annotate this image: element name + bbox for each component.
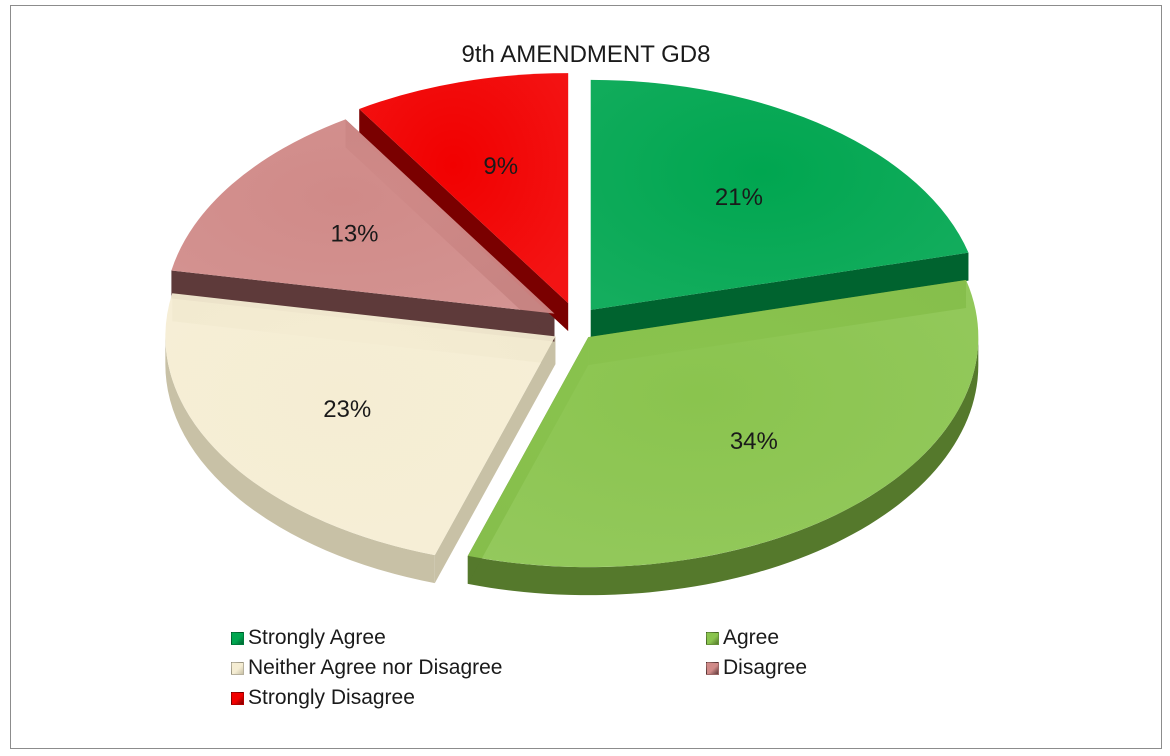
data-label-neither-agree-nor-disagree: 23% — [323, 396, 371, 423]
data-label-strongly-agree: 21% — [715, 184, 763, 211]
slice-wall-disagree-0 — [171, 270, 555, 342]
legend-item-disagree: Disagree — [706, 656, 807, 680]
chart-frame: 9th AMENDMENT GD8 21% 34% 23% 13% 9% Strongl… — [10, 5, 1162, 749]
legend-swatch-icon — [706, 661, 719, 675]
data-label-agree: 34% — [730, 428, 778, 455]
slice-strongly-agree — [590, 79, 969, 310]
data-label-strongly-disagree: 9% — [483, 153, 518, 180]
legend-item-strongly-agree: Strongly Agree — [231, 626, 386, 650]
legend-label: Agree — [723, 626, 780, 649]
slice-strongly-disagree — [359, 73, 569, 304]
data-label-disagree: 13% — [330, 220, 378, 247]
pie-chart: 21% 34% 23% 13% 9% — [165, 73, 979, 596]
slice-agree — [467, 279, 979, 568]
legend-swatch-icon — [231, 661, 244, 675]
slice-wall-neither-agree-nor-disagree-0 — [434, 336, 556, 584]
pie-tops — [165, 73, 979, 568]
legend-item-strongly-disagree: Strongly Disagree — [231, 686, 415, 710]
legend-label: Neither Agree nor Disagree — [248, 656, 503, 679]
legend-swatch-icon — [706, 631, 719, 645]
slice-disagree — [171, 119, 555, 314]
slice-side-agree — [467, 337, 979, 596]
legend-swatch-icon — [231, 691, 244, 705]
legend-item-neither-agree-nor-disagree: Neither Agree nor Disagree — [231, 656, 502, 680]
legend-label: Strongly Agree — [248, 626, 386, 649]
legend-label: Disagree — [723, 656, 808, 679]
chart-title: 9th AMENDMENT GD8 — [461, 41, 711, 68]
slice-wall-strongly-agree-1 — [590, 252, 969, 338]
legend-item-agree: Agree — [706, 626, 779, 650]
slice-wall-strongly-disagree-0 — [359, 108, 569, 332]
slice-side-neither-agree-nor-disagree — [165, 336, 435, 584]
slice-neither-agree-nor-disagree — [165, 293, 556, 556]
pie-labels: 21% 34% 23% 13% 9% — [323, 153, 778, 455]
legend-label: Strongly Disagree — [248, 686, 415, 709]
legend-swatch-icon — [231, 631, 244, 645]
